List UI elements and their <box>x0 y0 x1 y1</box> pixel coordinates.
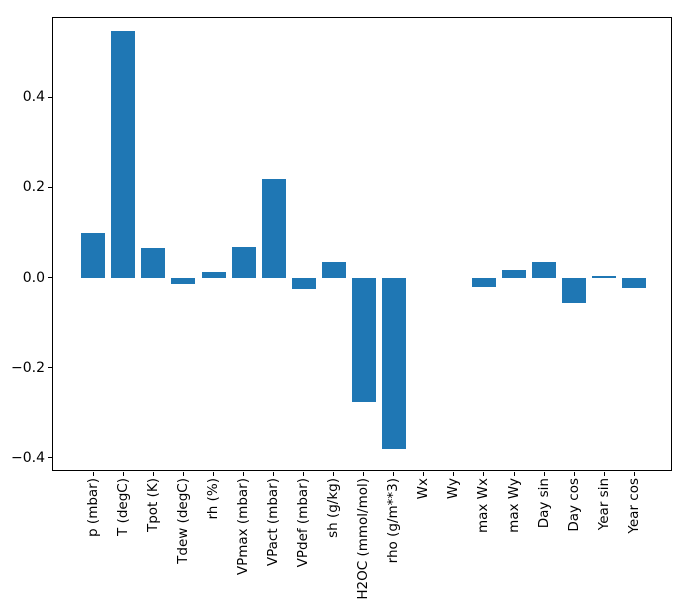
x-tick-mark <box>363 471 365 476</box>
x-tick-mark <box>603 471 605 476</box>
x-tick-label: sh (g/kg) <box>325 478 342 538</box>
x-tick-mark <box>483 471 485 476</box>
x-tick-mark <box>122 471 124 476</box>
bar <box>502 269 526 278</box>
bar <box>81 233 106 278</box>
y-tick-mark <box>48 367 52 369</box>
x-tick-label: Wy <box>445 478 462 500</box>
bar <box>321 261 346 278</box>
y-tick-mark <box>48 457 52 459</box>
x-tick-label: VPact (mbar) <box>265 478 282 567</box>
x-tick-mark <box>573 471 575 476</box>
x-tick-mark <box>273 471 275 476</box>
bar <box>261 178 286 278</box>
x-tick-mark <box>213 471 214 476</box>
x-tick-label: Tdew (degC) <box>174 478 191 564</box>
x-tick-label: VPmax (mbar) <box>235 478 252 576</box>
x-tick-label: H2OC (mmol/mol) <box>355 478 372 600</box>
bar <box>171 277 196 285</box>
bar <box>231 246 256 278</box>
x-tick-label: VPdef (mbar) <box>295 478 312 568</box>
bar <box>471 277 496 287</box>
x-tick-mark <box>423 471 425 476</box>
bar <box>291 277 316 289</box>
plot-area <box>52 17 672 471</box>
bar <box>562 277 587 304</box>
x-tick-label: T (degC) <box>114 478 131 536</box>
x-tick-mark <box>303 471 305 476</box>
bar <box>351 277 376 403</box>
x-tick-mark <box>152 471 154 476</box>
x-tick-label: max Wx <box>475 478 492 534</box>
x-tick-label: Year sin <box>595 478 612 531</box>
bar <box>141 248 166 278</box>
x-tick-label: Day cos <box>565 478 582 532</box>
x-tick-label: Wx <box>415 478 432 500</box>
x-tick-mark <box>453 471 455 476</box>
x-tick-mark <box>333 471 335 476</box>
y-tick-mark <box>48 186 52 188</box>
bar <box>111 30 136 278</box>
y-tick-label: −0.2 <box>11 359 45 376</box>
x-tick-mark <box>182 471 184 476</box>
y-tick-label: 0.4 <box>22 89 45 106</box>
x-tick-mark <box>543 471 545 476</box>
bar <box>381 277 406 449</box>
bar <box>532 261 557 278</box>
bar <box>622 277 647 288</box>
y-tick-mark <box>48 96 52 98</box>
x-tick-label: rho (g/m**3) <box>385 478 402 564</box>
y-tick-label: −0.4 <box>11 449 45 466</box>
y-tick-label: 0.0 <box>22 269 45 286</box>
bar <box>201 271 226 278</box>
y-tick-label: 0.2 <box>22 179 45 196</box>
x-tick-mark <box>92 471 94 476</box>
bar <box>592 275 617 278</box>
x-tick-mark <box>513 471 515 476</box>
x-tick-mark <box>633 471 635 476</box>
x-tick-label: rh (%) <box>205 478 221 520</box>
x-tick-label: Year cos <box>625 478 642 534</box>
x-tick-label: Day sin <box>535 478 552 529</box>
y-tick-mark <box>48 277 52 279</box>
x-tick-label: p (mbar) <box>84 478 101 537</box>
x-tick-label: max Wy <box>505 478 522 533</box>
x-tick-mark <box>243 471 245 476</box>
x-tick-label: Tpot (K) <box>144 478 161 533</box>
x-tick-mark <box>393 471 395 476</box>
